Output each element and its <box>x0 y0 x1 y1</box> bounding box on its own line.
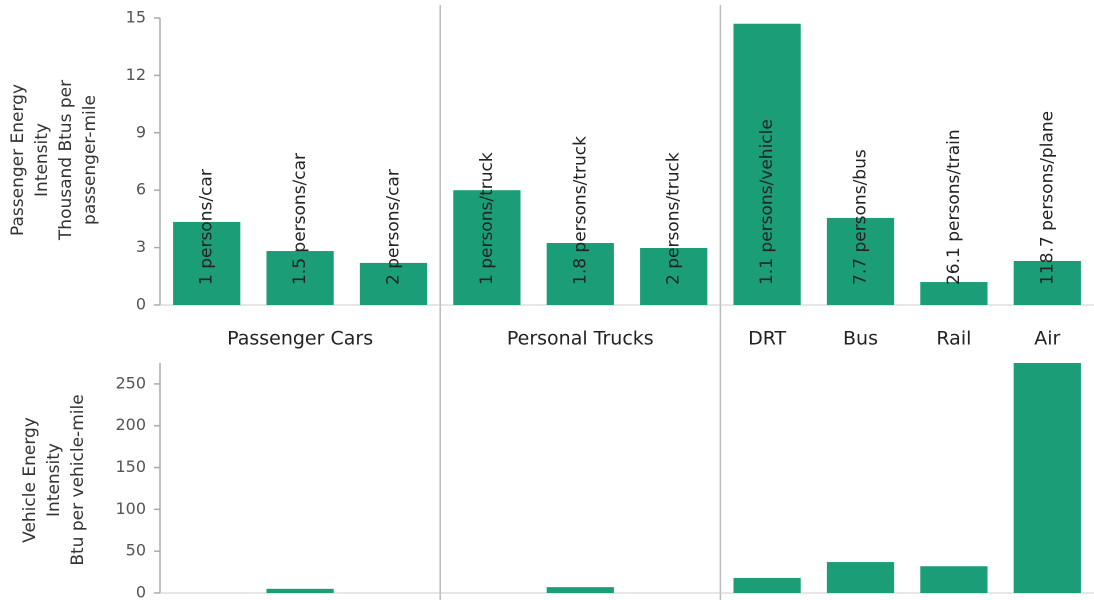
y-tick-label: 200 <box>115 415 146 434</box>
bar <box>266 588 334 593</box>
bar <box>173 221 241 305</box>
group-label: Bus <box>843 328 878 350</box>
y-tick-label: 100 <box>115 499 146 518</box>
group-label: Rail <box>936 328 971 350</box>
bar <box>359 262 428 305</box>
bar-label: 1 persons/car <box>197 169 217 285</box>
bar-label: 26.1 persons/train <box>944 129 964 285</box>
y-tick-label: 0 <box>136 583 146 600</box>
group-label: DRT <box>748 328 786 350</box>
y-axis-label: Btu per vehicle-mile <box>68 394 88 565</box>
bar-label: 2 persons/car <box>384 169 404 285</box>
bar <box>546 243 614 305</box>
y-tick-label: 3 <box>136 237 146 256</box>
y-axis-label: passenger-mile <box>80 95 100 225</box>
group-label: Air <box>1034 328 1060 350</box>
bar-label: 1.8 persons/truck <box>570 136 590 285</box>
y-tick-label: 150 <box>115 457 146 476</box>
group-label: Passenger Cars <box>227 328 373 350</box>
y-tick-label: 0 <box>136 295 146 314</box>
bar <box>733 577 801 593</box>
bar <box>826 217 895 305</box>
bar-label: 1.5 persons/car <box>290 153 310 285</box>
bar <box>1013 260 1081 305</box>
bar-label: 1 persons/truck <box>477 152 497 285</box>
y-tick-label: 15 <box>126 8 146 27</box>
bar-label: 118.7 persons/plane <box>1037 111 1057 285</box>
y-tick-label: 50 <box>126 541 146 560</box>
y-tick-label: 6 <box>136 180 146 199</box>
y-axis-label: Vehicle Energy <box>20 417 40 543</box>
bar <box>920 566 988 593</box>
y-axis-label: Intensity <box>32 123 52 197</box>
bar-label: 1.1 persons/vehicle <box>757 119 777 285</box>
y-tick-label: 9 <box>136 122 146 141</box>
bar <box>640 247 708 305</box>
y-axis-label: Thousand Btus per <box>56 80 76 241</box>
bar <box>826 562 895 593</box>
bar <box>546 587 614 593</box>
y-axis-label: Intensity <box>44 443 64 517</box>
y-tick-label: 250 <box>115 373 146 392</box>
bar-label: 7.7 persons/bus <box>851 149 871 285</box>
bar <box>453 190 521 305</box>
bar-label: 2 persons/truck <box>664 152 684 285</box>
y-axis-label: Passenger Energy <box>8 84 28 236</box>
bar <box>733 23 801 306</box>
group-label: Personal Trucks <box>507 328 654 350</box>
bar <box>1013 363 1081 593</box>
y-tick-label: 12 <box>126 65 146 84</box>
bar <box>266 251 334 305</box>
bar <box>920 282 988 305</box>
